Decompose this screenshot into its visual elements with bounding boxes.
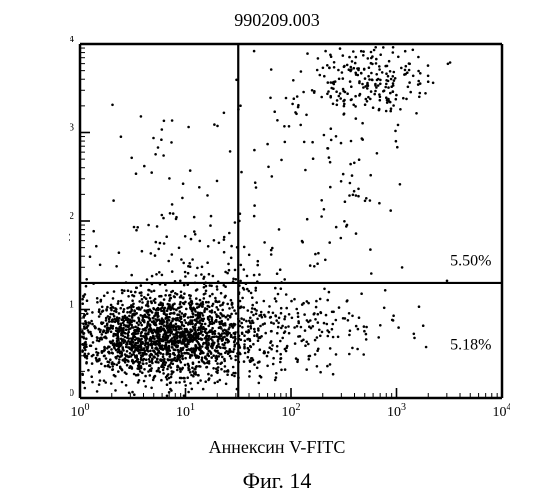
figure-caption: Фиг. 14 [0,468,554,494]
chart-title: 990209.003 [0,10,554,31]
scatter-plot: 1001011021031041001011021031045.50%5.18% [70,36,510,436]
svg-text:5.50%: 5.50% [450,252,491,269]
x-axis-label: Аннексин V-FITC [0,437,554,458]
figure-container: 990209.003 Пропидийиодид 100101102103104… [0,0,554,500]
svg-text:5.18%: 5.18% [450,336,491,353]
